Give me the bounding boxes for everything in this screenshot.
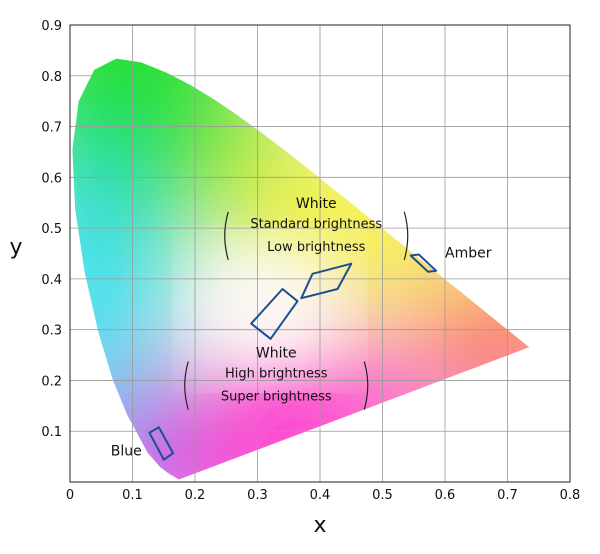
- y-tick-label: 0.6: [41, 171, 62, 186]
- x-tick-label: 0.5: [372, 488, 393, 503]
- y-tick-label: 0.7: [41, 121, 62, 136]
- annotation-line-white_lower: High brightness: [225, 367, 328, 382]
- annotation-title-white_upper: White: [296, 196, 337, 212]
- plot-frame: [69, 24, 571, 483]
- tick-labels: 0 0.1 0.2 0.3 0.4 0.5 0.6 0.7 0.8 0.1 0.2 0.3 0.4 0.5…: [41, 19, 580, 503]
- annotation-line-white_upper: Standard brightness: [250, 217, 382, 232]
- x-tick-label: 0.7: [497, 488, 518, 503]
- gamut-red: [425, 279, 530, 400]
- chromaticity-regions: [148, 253, 438, 461]
- region-amber: [409, 253, 438, 273]
- annotation-amber: Amber: [445, 246, 492, 262]
- region-white-standard-brightness: [300, 262, 353, 300]
- y-tick-label: 0.2: [41, 374, 62, 389]
- gamut-white-core: [200, 249, 340, 370]
- y-tick-label: 0.8: [41, 70, 62, 85]
- x-tick-label: 0.8: [560, 488, 581, 503]
- x-axis-title: x: [313, 513, 326, 538]
- y-tick-label: 0.1: [41, 425, 62, 440]
- region-white-high-brightness: [250, 288, 299, 340]
- paren-right-white_lower: [363, 361, 369, 410]
- y-tick-label: 0.5: [41, 222, 62, 237]
- y-tick-label: 0.3: [41, 324, 62, 339]
- annotation-line-white_lower: Super brightness: [221, 390, 332, 405]
- region-blue: [148, 426, 175, 461]
- annotations: White Standard brightness Low brightness Wh…: [111, 196, 492, 460]
- x-tick-label: 0.3: [247, 488, 268, 503]
- grid: [70, 25, 570, 482]
- x-tick-label: 0.2: [185, 488, 206, 503]
- y-axis-title: y: [9, 235, 22, 260]
- x-tick-label: 0: [66, 488, 74, 503]
- x-tick-label: 0.1: [122, 488, 143, 503]
- x-tick-label: 0.6: [435, 488, 456, 503]
- paren-left-white_upper: [224, 211, 229, 260]
- x-tick-label: 0.4: [310, 488, 331, 503]
- paren-left-white_lower: [184, 361, 189, 410]
- gamut-white: [200, 249, 340, 370]
- annotation-title-white_lower: White: [256, 346, 297, 362]
- annotation-line-white_upper: Low brightness: [267, 240, 366, 255]
- paren-right-white_upper: [403, 211, 409, 260]
- y-tick-label: 0.4: [41, 273, 62, 288]
- y-tick-label: 0.9: [41, 19, 62, 34]
- annotation-blue: Blue: [111, 444, 142, 460]
